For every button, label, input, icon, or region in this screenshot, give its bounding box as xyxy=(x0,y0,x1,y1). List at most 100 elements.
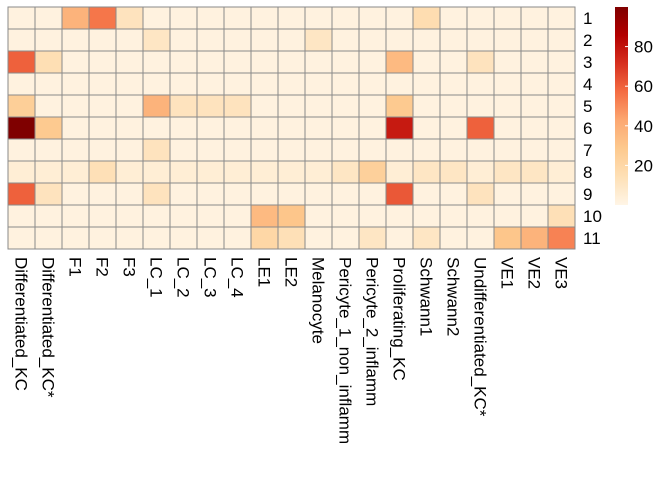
heatmap-cell xyxy=(223,72,252,96)
column-label: Differentiated_KC xyxy=(12,257,31,391)
heatmap-cell xyxy=(61,50,90,74)
heatmap-cell xyxy=(466,160,495,184)
heatmap-cell xyxy=(385,226,414,250)
heatmap-cell xyxy=(439,138,468,162)
heatmap-cell xyxy=(412,116,441,140)
heatmap-cell xyxy=(385,6,414,30)
column-label: Differentiated_KC* xyxy=(39,257,58,398)
heatmap-cell xyxy=(331,182,360,206)
heatmap-cell xyxy=(88,204,117,228)
heatmap-cell xyxy=(115,138,144,162)
heatmap-cell xyxy=(7,182,36,206)
heatmap-cell xyxy=(277,182,306,206)
row-label: 4 xyxy=(583,75,592,94)
heatmap-cell xyxy=(358,72,387,96)
heatmap-cell xyxy=(169,204,198,228)
heatmap-cell xyxy=(547,138,576,162)
column-label: Undifferentiated_KC* xyxy=(471,257,490,417)
heatmap-cell xyxy=(142,182,171,206)
heatmap-cell xyxy=(385,72,414,96)
legend-tick-label: 80 xyxy=(634,38,653,57)
row-label: 6 xyxy=(583,119,592,138)
heatmap-cell xyxy=(412,72,441,96)
heatmap-cell xyxy=(277,6,306,30)
heatmap-cell xyxy=(331,160,360,184)
heatmap-cell xyxy=(115,6,144,30)
heatmap-cell xyxy=(547,28,576,52)
row-label: 11 xyxy=(583,229,601,248)
heatmap-cell xyxy=(547,182,576,206)
heatmap-cell xyxy=(277,116,306,140)
heatmap-cell xyxy=(331,94,360,118)
heatmap-cell xyxy=(439,226,468,250)
heatmap-cell xyxy=(304,6,333,30)
heatmap-cell xyxy=(439,50,468,74)
heatmap-cell xyxy=(223,226,252,250)
heatmap-cell xyxy=(169,226,198,250)
heatmap-cell xyxy=(385,28,414,52)
heatmap-cell xyxy=(331,138,360,162)
heatmap-cell xyxy=(277,94,306,118)
heatmap-cell xyxy=(358,50,387,74)
heatmap-cell xyxy=(466,6,495,30)
heatmap-cell xyxy=(7,50,36,74)
heatmap-cell xyxy=(250,28,279,52)
heatmap-cell xyxy=(520,160,549,184)
heatmap-cell xyxy=(304,226,333,250)
heatmap-cell xyxy=(466,72,495,96)
row-label: 3 xyxy=(583,53,592,72)
legend-ticks: 20 40 60 80 xyxy=(625,38,653,175)
heatmap-cell xyxy=(439,182,468,206)
heatmap-cell xyxy=(61,204,90,228)
heatmap-cell xyxy=(493,182,522,206)
heatmap-cell xyxy=(223,138,252,162)
heatmap-cell xyxy=(142,160,171,184)
heatmap-cell xyxy=(250,50,279,74)
heatmap-cell xyxy=(196,160,225,184)
heatmap-cell xyxy=(304,116,333,140)
heatmap-cell xyxy=(223,116,252,140)
heatmap-cell xyxy=(7,116,36,140)
heatmap-cell xyxy=(115,94,144,118)
heatmap-cell xyxy=(493,94,522,118)
heatmap-cell xyxy=(61,72,90,96)
heatmap-cell xyxy=(331,50,360,74)
heatmap-cell xyxy=(331,72,360,96)
row-label: 7 xyxy=(583,141,592,160)
heatmap-cell xyxy=(169,72,198,96)
heatmap-cell xyxy=(61,94,90,118)
legend-tick-label: 40 xyxy=(634,117,653,136)
heatmap-cell xyxy=(196,116,225,140)
heatmap-cell xyxy=(169,6,198,30)
heatmap-cell xyxy=(34,182,63,206)
heatmap-cell xyxy=(466,138,495,162)
heatmap-cell xyxy=(493,160,522,184)
heatmap-cell xyxy=(34,204,63,228)
heatmap-cell xyxy=(61,28,90,52)
heatmap-cell xyxy=(34,28,63,52)
heatmap-cell xyxy=(88,138,117,162)
heatmap-cell xyxy=(88,160,117,184)
heatmap-cell xyxy=(115,72,144,96)
heatmap-cell xyxy=(520,138,549,162)
row-label: 5 xyxy=(583,97,592,116)
heatmap-cell xyxy=(34,6,63,30)
heatmap-cell xyxy=(547,50,576,74)
heatmap-cell xyxy=(142,204,171,228)
heatmap-cell xyxy=(304,28,333,52)
heatmap-cell xyxy=(7,6,36,30)
heatmap-cell xyxy=(196,226,225,250)
heatmap-cell xyxy=(385,138,414,162)
heatmap-cell xyxy=(169,160,198,184)
heatmap-cell xyxy=(439,6,468,30)
heatmap-cell xyxy=(115,226,144,250)
heatmap-cell xyxy=(250,138,279,162)
heatmap-cell xyxy=(277,160,306,184)
heatmap-cell xyxy=(439,28,468,52)
column-label: LC_2 xyxy=(174,257,193,298)
heatmap-cell xyxy=(412,6,441,30)
heatmap-cell xyxy=(196,182,225,206)
heatmap-cell xyxy=(250,226,279,250)
heatmap-cell xyxy=(520,182,549,206)
